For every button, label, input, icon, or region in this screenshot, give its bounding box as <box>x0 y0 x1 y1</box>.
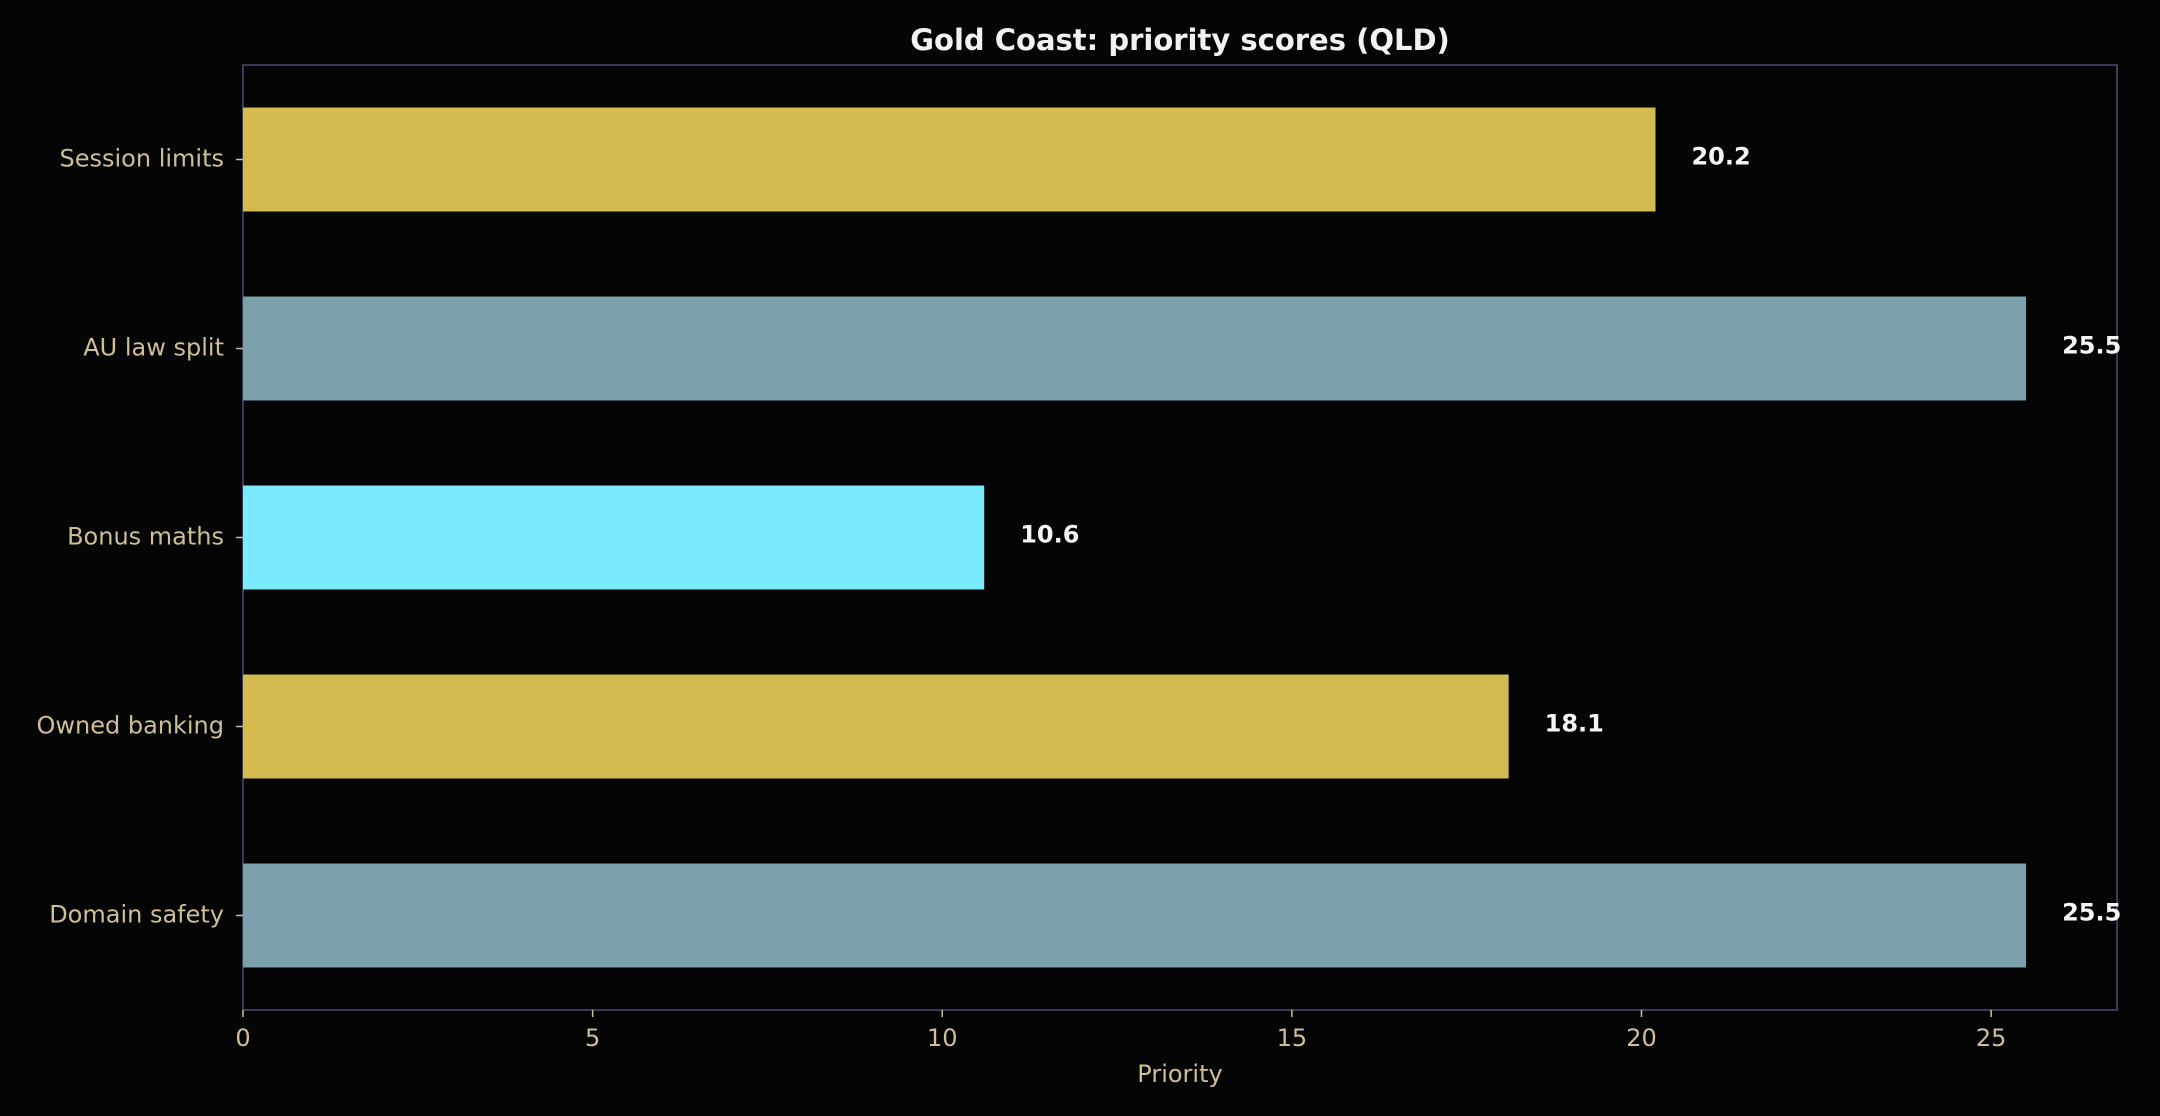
category-label: Session limits <box>60 145 225 173</box>
x-tick-label: 10 <box>927 1024 958 1052</box>
bar-session-limits <box>243 107 1656 212</box>
chart-title: Gold Coast: priority scores (QLD) <box>910 23 1450 57</box>
x-axis-label: Priority <box>1137 1060 1222 1088</box>
x-tick-label: 15 <box>1277 1024 1308 1052</box>
x-tick-label: 5 <box>585 1024 600 1052</box>
value-label: 25.5 <box>2062 899 2121 927</box>
value-label: 18.1 <box>1545 710 1604 738</box>
x-tick-label: 0 <box>235 1024 250 1052</box>
bar-owned-banking <box>243 674 1509 779</box>
y-axis: Session limits AU law split Bonus maths Own… <box>36 145 243 929</box>
value-label: 20.2 <box>1691 143 1750 171</box>
x-tick-label: 25 <box>1976 1024 2007 1052</box>
bar-au-law-split <box>243 296 2027 401</box>
bar-domain-safety <box>243 863 2027 968</box>
bars-layer: 20.2 25.5 10.6 18.1 25.5 <box>243 107 2121 968</box>
x-tick-label: 20 <box>1626 1024 1657 1052</box>
bar-bonus-maths <box>243 485 985 590</box>
value-label: 25.5 <box>2062 332 2121 360</box>
value-label: 10.6 <box>1020 521 1079 549</box>
category-label: Owned banking <box>36 712 224 740</box>
x-axis: 0 5 10 15 20 25 <box>235 1010 2006 1052</box>
category-label: Bonus maths <box>67 523 224 551</box>
category-label: AU law split <box>83 334 224 362</box>
category-label: Domain safety <box>49 901 224 929</box>
